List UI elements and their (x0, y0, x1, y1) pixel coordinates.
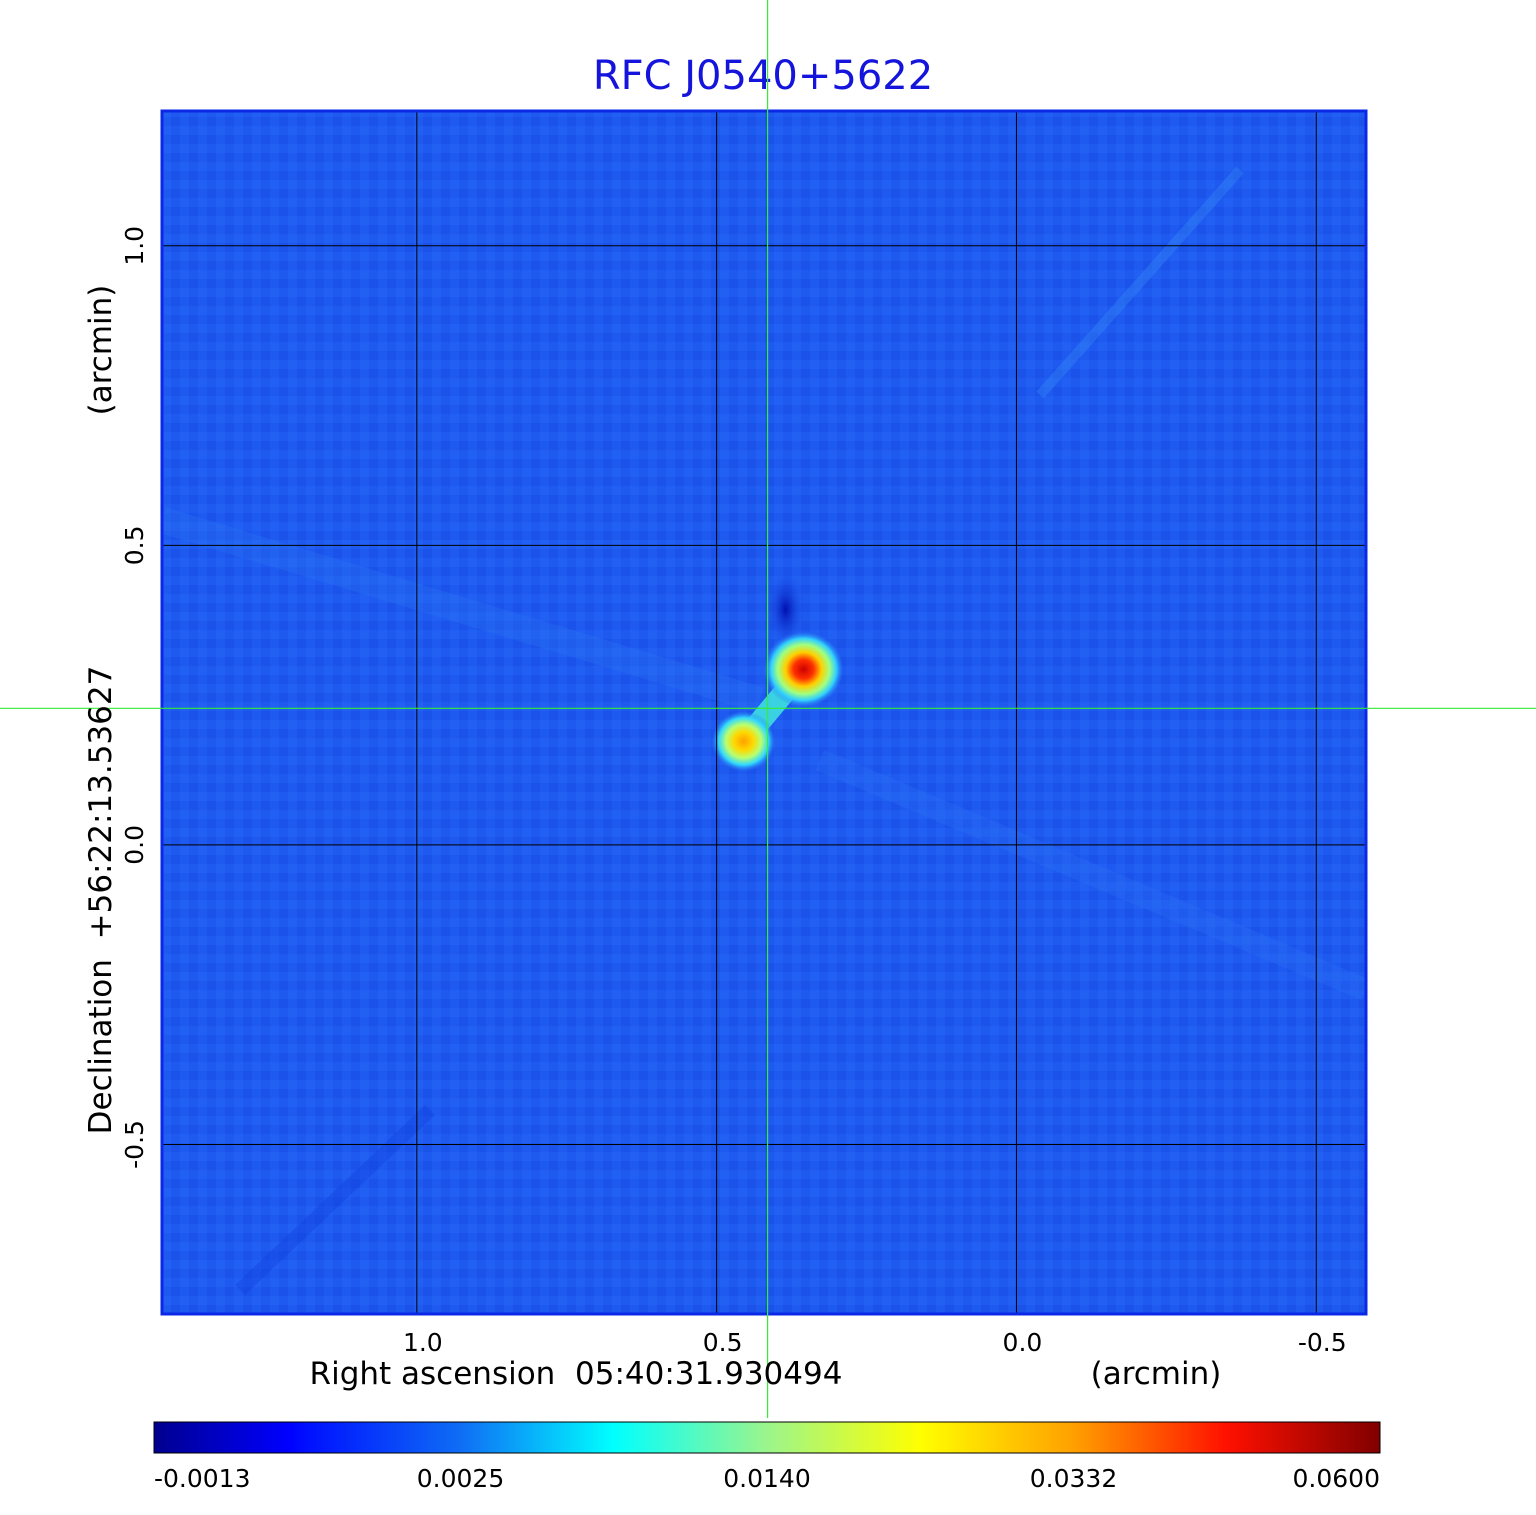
colorbar-tick-label: 0.0332 (1030, 1464, 1117, 1493)
plot-frame (160, 109, 1368, 1316)
y-tick-label: 0.5 (120, 525, 149, 565)
sidelobe-streak (1036, 166, 1244, 399)
colorbar (153, 1421, 1381, 1454)
colorbar-tick-label: 0.0140 (723, 1464, 810, 1493)
x-axis-unit: (arcmin) (1091, 1356, 1222, 1392)
y-axis-label: Declination +56:22:13.53627 (83, 666, 119, 1135)
source-core (763, 631, 844, 708)
x-axis-label: Right ascension 05:40:31.930494 (310, 1356, 843, 1392)
y-axis-unit: (arcmin) (83, 285, 119, 416)
x-tick-label: 1.0 (403, 1328, 443, 1357)
source-jet-component (711, 710, 776, 772)
y-tick-label: 0.0 (120, 825, 149, 865)
sidelobe-streak (235, 1104, 435, 1296)
y-tick-label: -0.5 (120, 1120, 149, 1169)
sidelobe-streak (162, 507, 764, 713)
chart-title: RFC J0540+5622 (593, 53, 933, 99)
negative-residual (765, 569, 806, 650)
colorbar-tick-label: 0.0025 (417, 1464, 504, 1493)
colorbar-tick-label: -0.0013 (154, 1464, 251, 1493)
x-tick-label: 0.5 (703, 1328, 743, 1357)
x-tick-label: 0.0 (1003, 1328, 1043, 1357)
colorbar-tick-label: 0.0600 (1293, 1464, 1380, 1493)
x-tick-label: -0.5 (1298, 1328, 1347, 1357)
y-tick-label: 1.0 (120, 226, 149, 266)
plot-area (162, 111, 1366, 1314)
sidelobe-streak (815, 749, 1366, 1001)
